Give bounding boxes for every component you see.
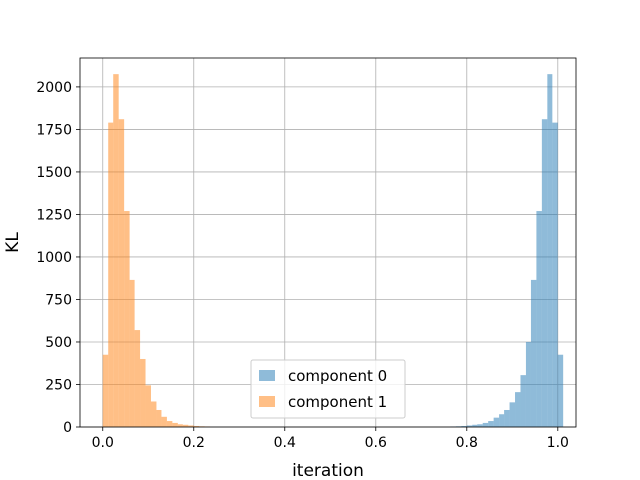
bar-series-0 [541, 119, 548, 428]
bar-series-1 [177, 424, 183, 427]
bar-series-1 [156, 409, 162, 427]
bar-series-0 [515, 392, 521, 427]
legend-label-component-1: component 1 [288, 393, 387, 411]
x-tick-label: 0.4 [274, 435, 296, 451]
bar-series-0 [493, 417, 500, 427]
bar-series-0 [461, 425, 467, 427]
x-tick-label: 1.0 [547, 435, 569, 451]
grid-lines [80, 58, 576, 428]
bar-series-1 [145, 385, 151, 427]
bar-series-1 [188, 425, 194, 427]
bar-series-1 [161, 416, 167, 427]
bar-series-1 [140, 358, 146, 427]
bar-series-1 [150, 401, 157, 427]
y-tick-label: 750 [45, 292, 72, 308]
bar-series-0 [547, 74, 553, 427]
y-tick-label: 1500 [36, 165, 72, 181]
bar-series-0 [530, 279, 537, 427]
bar-series-1 [172, 422, 178, 427]
series-1-bars [102, 74, 211, 428]
x-tick-label: 0.0 [92, 435, 114, 451]
legend-label-component-0: component 0 [288, 367, 387, 385]
y-tick-label: 1000 [36, 250, 72, 266]
y-tick-label: 250 [45, 377, 72, 393]
bar-series-1 [182, 424, 189, 427]
y-axis-ticks: 0 250 500 750 1000 1250 1500 1750 2000 [36, 80, 80, 436]
x-tick-label: 0.6 [365, 435, 387, 451]
bar-series-0 [482, 422, 489, 427]
bar-series-0 [520, 375, 526, 427]
bar-series-0 [499, 414, 505, 427]
plot-frame [79, 57, 577, 428]
y-axis-label: KL [3, 232, 23, 253]
legend-box [250, 359, 406, 419]
y-tick-label: 1750 [36, 122, 72, 138]
bar-series-1 [113, 74, 119, 427]
bar-series-1 [166, 421, 173, 427]
bar-series-0 [466, 425, 473, 427]
series-0-bars [450, 74, 564, 428]
y-tick-label: 1250 [36, 207, 72, 223]
histogram-bars [102, 74, 564, 428]
y-tick-label: 0 [63, 420, 72, 436]
bar-series-0 [504, 409, 510, 427]
x-axis-ticks: 0.0 0.2 0.4 0.6 0.8 1.0 [92, 427, 569, 451]
bar-series-1 [108, 122, 114, 428]
bar-series-1 [193, 425, 200, 427]
bar-series-0 [552, 122, 558, 428]
x-axis-label: iteration [292, 461, 364, 480]
bar-series-0 [488, 421, 494, 427]
bar-series-1 [134, 330, 141, 427]
bar-series-0 [472, 424, 478, 427]
bar-series-1 [124, 211, 130, 427]
bar-series-1 [129, 279, 135, 427]
x-tick-label: 0.2 [183, 435, 205, 451]
bar-series-1 [102, 354, 109, 427]
bar-series-0 [525, 341, 531, 427]
y-tick-label: 2000 [36, 80, 72, 96]
legend-swatch-component-1 [259, 396, 275, 407]
bar-series-0 [509, 402, 516, 427]
legend: component 0 component 1 [250, 359, 406, 419]
bar-series-1 [118, 119, 125, 428]
bar-series-0 [477, 424, 483, 427]
x-tick-label: 0.8 [456, 435, 478, 451]
y-tick-label: 500 [45, 335, 72, 351]
bar-series-0 [536, 211, 542, 427]
legend-swatch-component-0 [259, 370, 275, 381]
bar-series-0 [557, 354, 564, 427]
